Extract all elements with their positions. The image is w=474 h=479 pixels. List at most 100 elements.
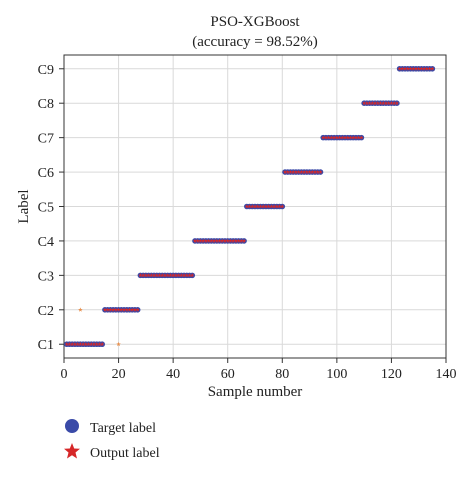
output-point (198, 238, 203, 243)
output-point (321, 135, 326, 140)
output-point (359, 135, 364, 140)
output-point (370, 101, 375, 105)
output-point (231, 238, 236, 243)
output-point (105, 307, 110, 312)
output-point (135, 307, 140, 312)
output-point (160, 273, 165, 278)
y-tick-label: C2 (38, 304, 54, 319)
output-point (179, 273, 184, 278)
x-tick-label: 60 (221, 367, 235, 382)
output-point (247, 204, 252, 209)
legend-item-target: Target label (62, 418, 156, 439)
output-point (121, 307, 127, 312)
legend-circle-icon (62, 418, 82, 439)
output-point (430, 66, 435, 71)
legend-label-output: Output label (90, 445, 160, 461)
output-point (171, 273, 176, 278)
output-point (326, 135, 331, 140)
output-point (195, 238, 200, 243)
y-tick-label: C6 (38, 166, 54, 181)
output-point (389, 101, 394, 105)
output-point (323, 135, 329, 140)
output-point (162, 273, 168, 278)
y-tick-label: C5 (38, 201, 54, 216)
output-point (329, 135, 334, 140)
y-axis-label: Label (16, 189, 32, 223)
y-tick-label: C1 (38, 338, 54, 353)
output-point (239, 238, 244, 243)
output-point (250, 204, 255, 209)
chart-title: PSO-XGBoost (210, 14, 300, 30)
output-point (258, 204, 263, 209)
output-point (132, 307, 138, 312)
x-tick-label: 100 (326, 367, 347, 382)
output-point (222, 238, 228, 243)
output-point (116, 307, 121, 312)
output-point (337, 135, 342, 140)
output-point (187, 273, 192, 278)
output-point (233, 238, 238, 243)
y-tick-label: C3 (38, 269, 54, 284)
output-point (190, 273, 195, 278)
output-point (356, 135, 361, 140)
output-point (113, 307, 118, 312)
output-point (293, 169, 299, 174)
output-point (151, 273, 157, 278)
output-point (340, 135, 345, 140)
output-point (274, 204, 279, 209)
output-point (228, 238, 233, 243)
output-point (288, 169, 293, 174)
output-point (130, 307, 135, 312)
output-point (353, 135, 359, 140)
output-point (143, 273, 148, 278)
output-point (261, 204, 266, 209)
legend-item-output: Output label (62, 442, 160, 465)
x-tick-label: 80 (275, 367, 289, 382)
output-point (184, 273, 189, 278)
output-point (318, 169, 323, 174)
output-point (304, 169, 309, 174)
output-point (168, 273, 173, 278)
y-tick-label: C4 (38, 235, 54, 250)
output-point (392, 101, 397, 105)
misclassified-point (116, 341, 121, 347)
output-point (416, 66, 421, 71)
output-point (342, 135, 348, 140)
output-point (372, 101, 378, 105)
output-point (405, 66, 410, 71)
output-point (424, 66, 429, 71)
output-point (108, 307, 113, 312)
output-point (192, 238, 198, 243)
output-point (400, 66, 405, 71)
output-point (97, 342, 102, 347)
output-point (138, 273, 143, 278)
output-point (220, 238, 225, 243)
output-point (91, 342, 97, 347)
output-point (280, 204, 285, 209)
output-point (402, 66, 408, 71)
output-point (111, 307, 116, 312)
output-point (348, 135, 353, 140)
output-point (70, 342, 75, 347)
output-point (285, 169, 290, 174)
output-point (386, 101, 391, 105)
output-point (302, 169, 307, 174)
output-point (211, 238, 217, 243)
output-point (173, 273, 178, 278)
output-point (362, 101, 367, 105)
output-point (345, 135, 350, 140)
output-point (282, 169, 288, 174)
output-point (408, 66, 413, 71)
output-point (89, 342, 94, 347)
output-point (181, 273, 187, 278)
legend-label-target: Target label (90, 420, 157, 436)
output-point (334, 135, 339, 140)
output-point (299, 169, 304, 174)
y-tick-label: C7 (38, 132, 54, 147)
y-tick-label: C9 (38, 63, 54, 78)
output-point (419, 66, 424, 71)
output-point (266, 204, 271, 209)
x-tick-label: 20 (112, 367, 126, 382)
output-point (217, 238, 222, 243)
output-point (127, 307, 132, 312)
